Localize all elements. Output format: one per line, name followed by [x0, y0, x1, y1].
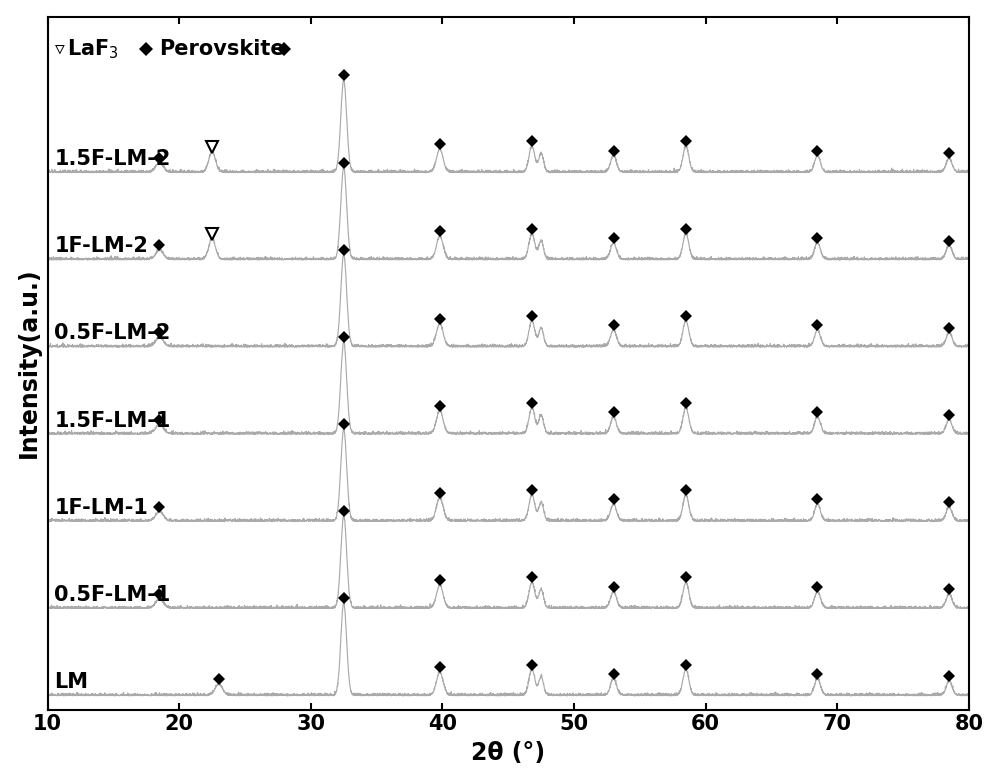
Text: $\triangledown$: $\triangledown$	[54, 39, 66, 59]
Text: 1.5F-LM-2: 1.5F-LM-2	[54, 149, 171, 169]
Text: 1.5F-LM-1: 1.5F-LM-1	[54, 411, 171, 431]
Text: Perovskite: Perovskite	[159, 39, 285, 59]
Text: 0.5F-LM-1: 0.5F-LM-1	[54, 585, 171, 605]
Text: 1F-LM-1: 1F-LM-1	[54, 497, 148, 518]
Y-axis label: Intensity(a.u.): Intensity(a.u.)	[17, 267, 41, 458]
Text: 0.5F-LM-2: 0.5F-LM-2	[54, 324, 171, 343]
Text: LaF$_3$: LaF$_3$	[67, 37, 119, 60]
X-axis label: 2θ (°): 2θ (°)	[471, 741, 545, 766]
Text: 1F-LM-2: 1F-LM-2	[54, 236, 148, 256]
Text: LM: LM	[54, 672, 88, 692]
